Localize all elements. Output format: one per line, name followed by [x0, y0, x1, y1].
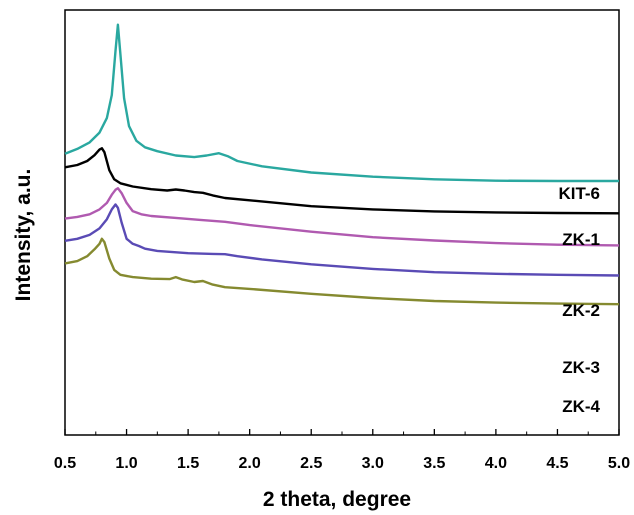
series-line-zk-3	[64, 203, 620, 277]
x-tick-label: 3.0	[362, 455, 384, 472]
plot-border	[64, 9, 620, 436]
series-line-zk-1	[64, 147, 620, 215]
series-label-zk-2: ZK-2	[562, 301, 600, 320]
series-lines	[64, 23, 620, 306]
plot-frame	[64, 9, 620, 436]
series-labels: KIT-6 ZK-1 ZK-2 ZK-3 ZK-4	[558, 184, 600, 416]
series-label-zk-3: ZK-3	[562, 358, 600, 377]
x-tick-label: 5.0	[608, 455, 630, 472]
x-tick-label: 4.5	[546, 455, 568, 472]
x-tick-label: 3.5	[423, 455, 445, 472]
x-tick-label: 0.5	[54, 455, 76, 472]
x-tick-label: 4.0	[485, 455, 507, 472]
series-label-kit-6: KIT-6	[558, 184, 600, 203]
series-line-zk-4	[64, 237, 620, 306]
y-axis-title: Intensity, a.u.	[12, 169, 35, 302]
x-axis-title: 2 theta, degree	[263, 488, 411, 511]
x-tick-label: 2.0	[239, 455, 261, 472]
series-label-zk-1: ZK-1	[562, 230, 600, 249]
x-axis-ticks	[64, 429, 620, 435]
series-line-zk-2	[64, 187, 620, 247]
x-tick-label: 2.5	[300, 455, 322, 472]
x-axis-tick-labels: 0.5 1.0 1.5 2.0 2.5 3.0 3.5 4.0 4.5 5.0	[54, 455, 630, 472]
series-line-kit-6	[64, 23, 619, 183]
series-label-zk-4: ZK-4	[562, 397, 600, 416]
x-tick-label: 1.5	[177, 455, 199, 472]
x-tick-label: 1.0	[115, 455, 137, 472]
